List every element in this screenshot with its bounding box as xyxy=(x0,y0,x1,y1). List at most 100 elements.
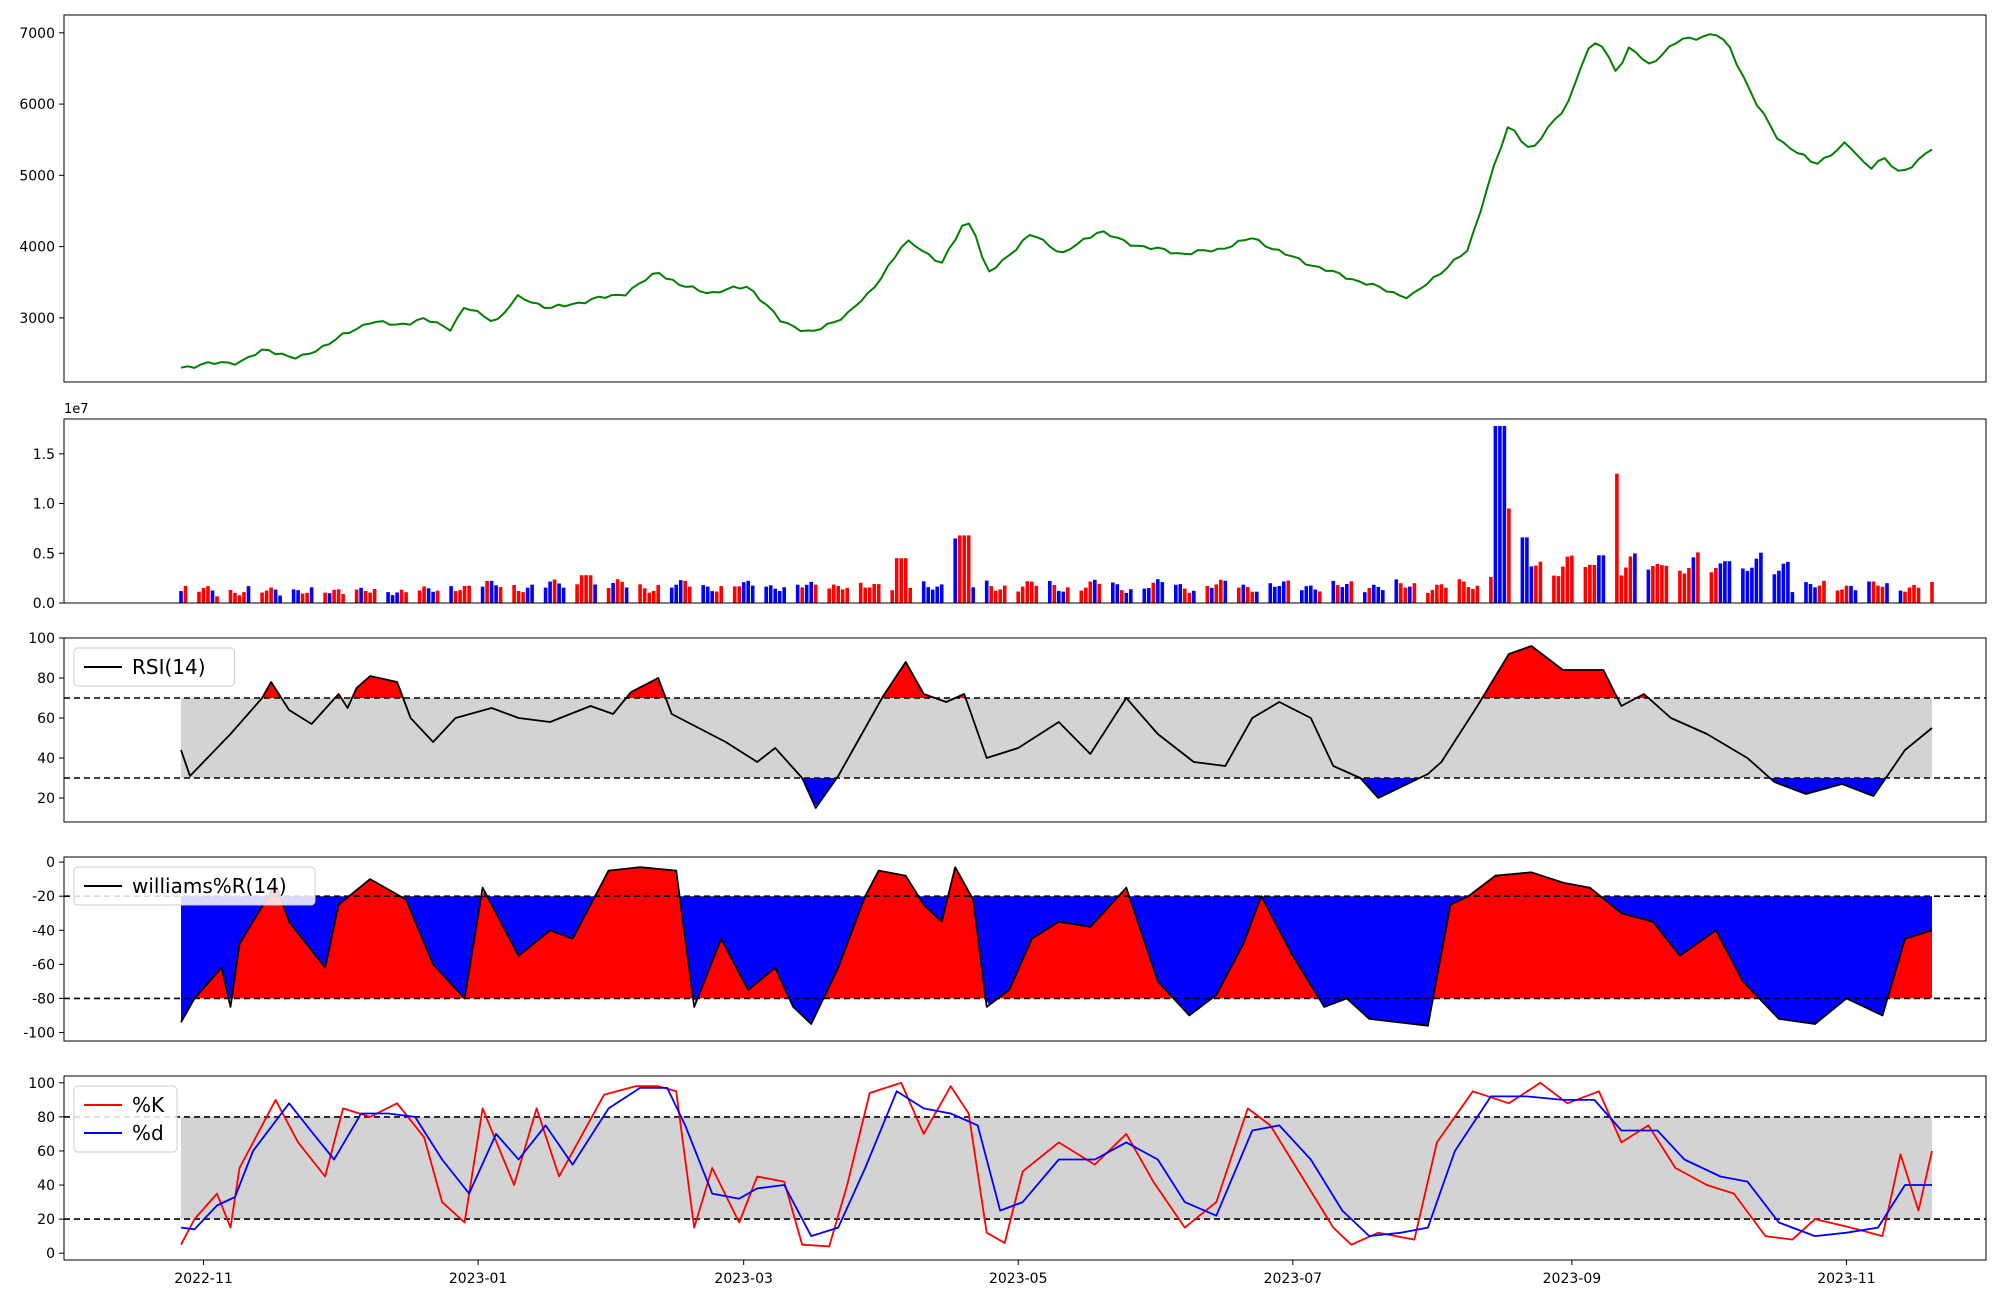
volume-bar xyxy=(1718,563,1723,603)
volume-bar xyxy=(278,595,282,603)
volume-bar xyxy=(1020,586,1025,603)
volume-bar xyxy=(1412,583,1417,603)
volume-bar xyxy=(215,596,219,603)
volume-bar xyxy=(611,583,615,603)
y-tick-label: -40 xyxy=(32,923,55,939)
volume-bar xyxy=(1835,590,1840,603)
volume-bar xyxy=(1871,581,1876,603)
volume-bar xyxy=(1313,589,1318,603)
volume-bar xyxy=(908,588,912,603)
volume-bar xyxy=(674,584,678,603)
volume-bar xyxy=(1646,569,1651,603)
volume-bar xyxy=(1817,585,1822,603)
volume-bar xyxy=(435,590,440,603)
y-tick-label: 5000 xyxy=(19,168,55,184)
volume-bar xyxy=(1183,588,1187,603)
volume-bar xyxy=(1178,584,1183,603)
volume-bar xyxy=(1912,585,1916,603)
volume-bar xyxy=(1430,589,1435,603)
volume-bar xyxy=(1916,587,1921,603)
volume-bar xyxy=(1273,586,1277,603)
y-tick-label: 1.5 xyxy=(33,447,55,463)
volume-bar xyxy=(1885,583,1889,603)
volume-bar xyxy=(1840,589,1844,603)
plot-frame xyxy=(63,418,1987,604)
volume-bar xyxy=(260,592,264,603)
volume-bar xyxy=(233,592,237,603)
volume-bar xyxy=(543,587,548,603)
volume-bar xyxy=(431,591,435,603)
volume-bar xyxy=(1016,591,1020,603)
volume-bar xyxy=(1372,584,1376,603)
volume-bar xyxy=(1286,580,1291,603)
volume-bar xyxy=(584,575,588,603)
volume-bar xyxy=(197,591,201,603)
volume-bar xyxy=(966,535,971,603)
volume-bar xyxy=(1615,473,1619,603)
williams-r-line xyxy=(180,866,1933,1027)
volume-bar xyxy=(741,582,746,603)
volume-bar xyxy=(561,587,566,603)
volume-bar xyxy=(1277,586,1282,603)
volume-bar xyxy=(872,584,876,603)
volume-bar xyxy=(1588,564,1592,603)
volume-bar xyxy=(1561,566,1565,603)
legend: RSI(14) xyxy=(73,647,235,687)
volume-bar xyxy=(1727,561,1732,603)
volume-bar xyxy=(462,586,467,603)
volume-bar xyxy=(701,585,705,603)
volume-bar xyxy=(1318,591,1322,603)
y-tick-label: 0.0 xyxy=(33,596,55,612)
volume-bar xyxy=(557,583,561,603)
y-tick-label: -80 xyxy=(32,991,55,1007)
volume-bar xyxy=(1250,591,1255,603)
x-axis: 2022-11 2023-01 2023-03 2023-05 2023-07 2023-… xyxy=(174,1260,1876,1287)
volume-bar xyxy=(1781,563,1786,603)
volume-bar xyxy=(296,590,300,603)
volume-bar xyxy=(1340,587,1345,603)
y-tick-label: 6000 xyxy=(19,97,55,113)
threshold-band xyxy=(181,698,1932,778)
volume-bar xyxy=(705,586,710,603)
volume-bar xyxy=(1930,582,1934,603)
volume-bar xyxy=(1214,584,1219,603)
volume-bar xyxy=(1520,537,1525,603)
volume-bar xyxy=(1399,583,1403,603)
volume-bar xyxy=(638,584,642,603)
plot-frame xyxy=(63,14,1987,383)
volume-bar xyxy=(1772,574,1777,603)
volume-bar xyxy=(1002,585,1007,603)
volume-bar xyxy=(1804,582,1808,603)
volume-bar xyxy=(750,585,755,603)
volume-bar xyxy=(768,585,773,603)
volume-bar xyxy=(1349,581,1354,603)
y-tick-label: 1.0 xyxy=(33,497,55,513)
volume-bar xyxy=(746,580,750,603)
volume-bar xyxy=(813,584,818,603)
volume-bar xyxy=(1439,584,1444,603)
volume-bar xyxy=(863,587,867,603)
volume-bar xyxy=(1813,587,1817,603)
plot-frame xyxy=(63,637,1987,823)
volume-bar xyxy=(845,587,849,603)
x-tick-label: 2023-09 xyxy=(1543,1271,1602,1287)
y-tick-label: 0 xyxy=(46,1246,55,1262)
legend-box xyxy=(73,866,316,906)
volume-bar xyxy=(453,591,458,603)
volume-bar xyxy=(341,594,345,603)
volume-bar xyxy=(1111,582,1115,603)
volume-bar xyxy=(1466,587,1471,603)
volume-bar xyxy=(678,580,683,603)
volume-bar xyxy=(984,580,989,603)
volume-bar xyxy=(1444,587,1448,603)
k-line xyxy=(180,1081,1933,1248)
volume-bar xyxy=(1696,552,1700,603)
volume-bar xyxy=(1619,575,1624,603)
volume-bar xyxy=(246,586,251,603)
volume-bar xyxy=(1660,565,1664,603)
y-tick-label: 0 xyxy=(46,855,55,871)
volume-bar xyxy=(1268,583,1273,603)
volume-bar xyxy=(1750,567,1754,603)
volume-bar xyxy=(494,585,498,603)
volume-bar xyxy=(1655,563,1660,603)
